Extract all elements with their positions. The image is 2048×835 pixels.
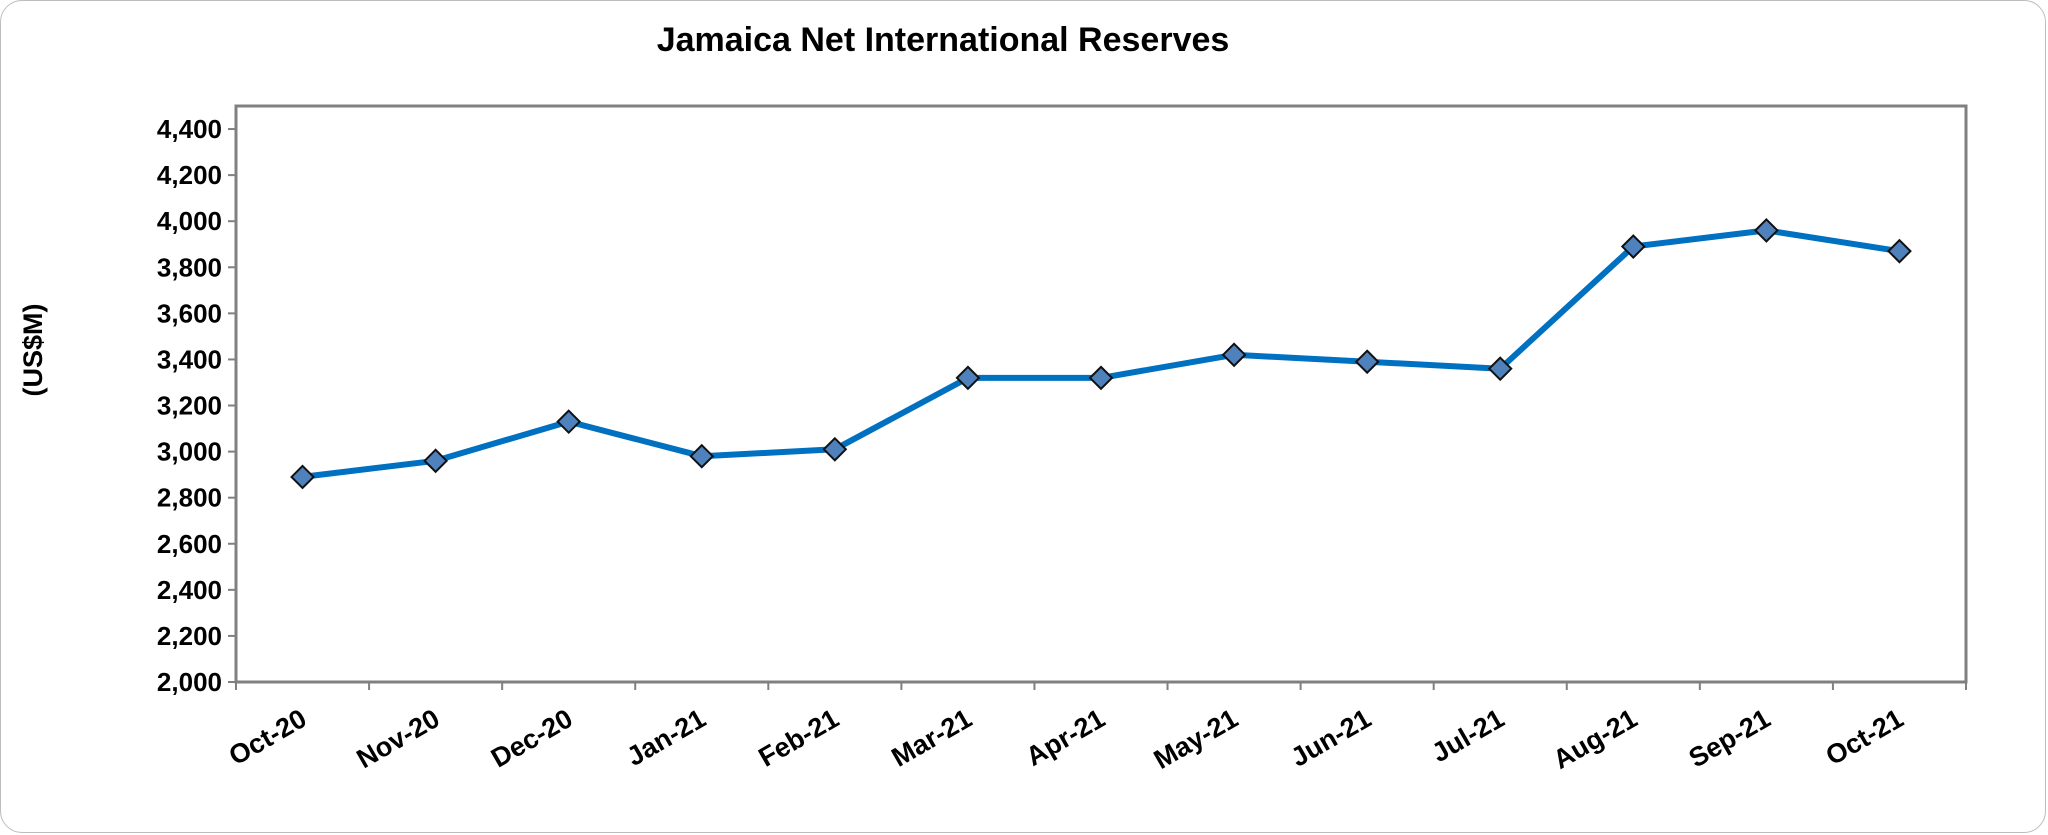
y-tick-label: 2,200	[157, 621, 222, 651]
data-point	[1887, 238, 1912, 264]
data-point	[822, 436, 848, 462]
x-axis: Oct-20 Nov-20 Dec-20 Jan-21 Feb-21 Mar-21 Apr-…	[224, 682, 1967, 775]
x-tick-label: Jan-21	[622, 703, 711, 772]
y-tick-label: 2,600	[157, 529, 222, 559]
data-point	[423, 448, 449, 474]
y-tick-label: 3,800	[157, 252, 222, 282]
data-point	[290, 464, 315, 490]
x-tick-label: Aug-21	[1548, 703, 1642, 775]
data-point	[1221, 342, 1247, 368]
data-point	[955, 365, 981, 391]
x-tick-label: Jun-21	[1286, 703, 1376, 772]
data-point	[556, 409, 582, 435]
data-point	[1354, 349, 1380, 375]
y-tick-label: 4,200	[157, 160, 222, 190]
data-point	[1088, 365, 1114, 391]
x-tick-label: Oct-21	[1821, 703, 1909, 771]
x-tick-label: Feb-21	[753, 703, 843, 772]
x-tick-label: Apr-21	[1021, 703, 1110, 772]
y-tick-label: 3,600	[157, 298, 222, 328]
y-axis-label: (US$M)	[18, 304, 48, 397]
y-tick-label: 3,000	[157, 437, 222, 467]
data-point	[1620, 234, 1646, 259]
x-tick-label: May-21	[1149, 703, 1243, 775]
y-tick-label: 3,400	[157, 344, 222, 374]
data-point	[1487, 356, 1513, 382]
x-tick-label: Oct-20	[224, 703, 312, 771]
y-tick-label: 4,400	[157, 114, 222, 144]
x-tick-label: Dec-20	[486, 703, 578, 773]
y-axis: 2,000 2,200 2,400 2,600 2,800 3,000 3,200 3,400…	[157, 114, 236, 697]
chart-title: Jamaica Net International Reserves	[657, 21, 1230, 59]
y-tick-label: 2,000	[157, 667, 222, 697]
series-group	[290, 218, 1912, 490]
y-tick-label: 2,400	[157, 575, 222, 605]
x-tick-label: Nov-20	[352, 703, 445, 774]
data-point	[1753, 218, 1779, 243]
data-point	[689, 443, 715, 469]
y-tick-label: 2,800	[157, 483, 222, 513]
y-tick-label: 4,000	[157, 206, 222, 236]
x-tick-label: Jul-21	[1427, 703, 1510, 768]
x-tick-label: Sep-21	[1684, 703, 1776, 773]
x-tick-label: Mar-21	[887, 703, 977, 773]
y-tick-label: 3,200	[157, 391, 222, 421]
plot-area	[234, 104, 1968, 684]
